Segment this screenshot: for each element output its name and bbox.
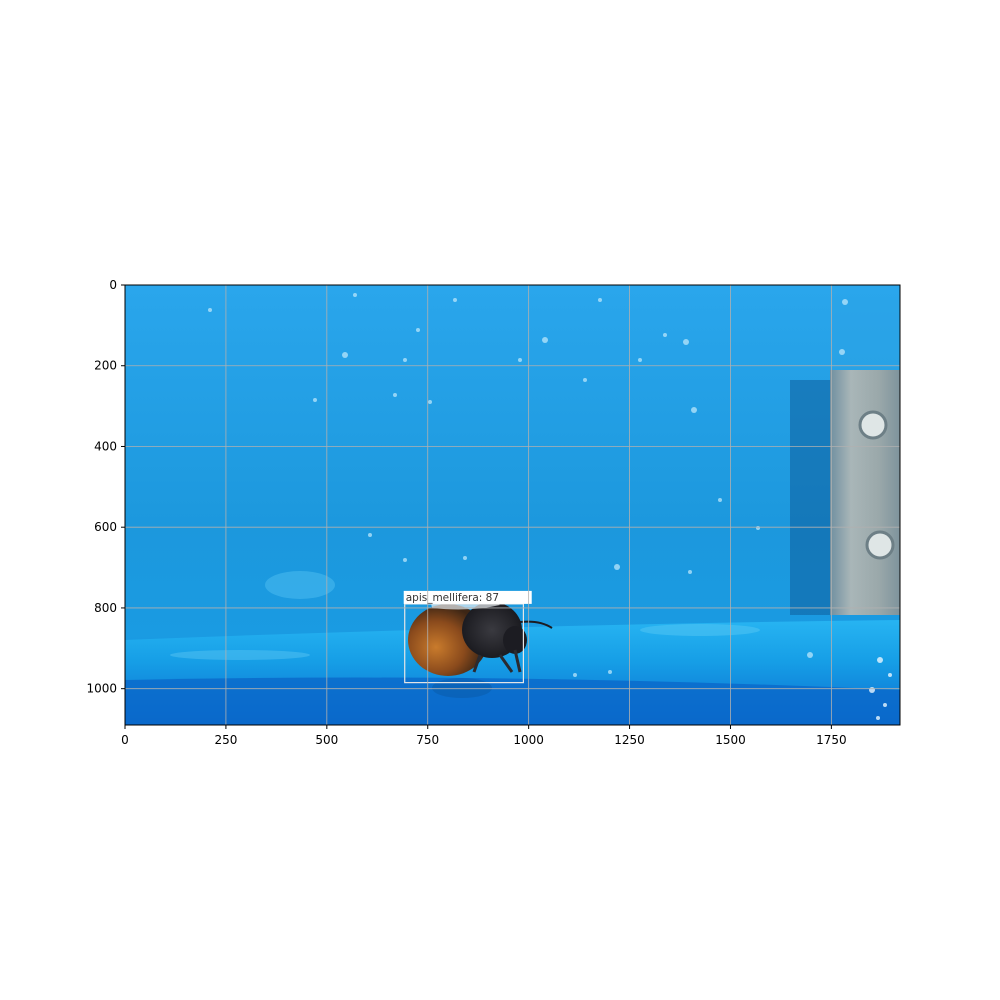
y-tick-label: 200 (94, 359, 117, 373)
x-tick-label: 750 (416, 733, 439, 747)
y-tick-label: 1000 (86, 682, 117, 696)
detection-label: apis_mellifera: 87 (406, 592, 499, 604)
x-tick-label: 500 (315, 733, 338, 747)
axes-frame (124, 284, 901, 726)
x-tick-label: 250 (214, 733, 237, 747)
water-droplets (208, 293, 848, 677)
y-tick-label: 0 (109, 278, 117, 292)
screw-icon (865, 530, 895, 560)
y-tick-label: 400 (94, 439, 117, 453)
x-tick-label: 1500 (715, 733, 746, 747)
x-tick-label: 1750 (816, 733, 847, 747)
bee-head (503, 626, 527, 654)
x-tick-label: 1000 (513, 733, 544, 747)
x-tick-label: 0 (121, 733, 129, 747)
y-tick-label: 800 (94, 601, 117, 615)
floor-shadow (125, 677, 900, 725)
screw-icon (858, 410, 888, 440)
floor-highlight (170, 650, 310, 660)
bracket-top (832, 300, 900, 370)
floor-highlight (640, 624, 760, 636)
x-tick-label: 1250 (614, 733, 645, 747)
x-axis: 0 250 500 750 1000 1250 1500 1750 (121, 725, 847, 747)
y-axis: 0 200 400 600 800 1000 (86, 278, 125, 696)
detection-label-bg (403, 590, 532, 604)
bee-legs (472, 649, 522, 673)
photo: apis_mellifera: 87 (125, 285, 900, 725)
detections: apis_mellifera: 87 (403, 590, 532, 684)
y-tick-label: 600 (94, 520, 117, 534)
metal-bracket (830, 370, 900, 615)
bee-shadow (432, 678, 492, 698)
highlight-spot (265, 571, 335, 599)
